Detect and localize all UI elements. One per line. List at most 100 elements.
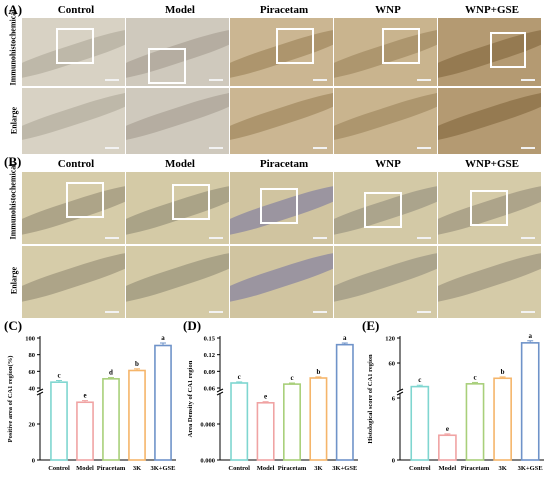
- y-tick-label: 0.06: [204, 386, 216, 393]
- tissue-band: [22, 246, 125, 309]
- panel-label-c: (C): [4, 318, 23, 333]
- x-tick-label: Model: [76, 465, 94, 472]
- selection-box: [470, 190, 508, 226]
- scale-bar: [521, 147, 535, 149]
- tissue-band: [126, 88, 229, 147]
- micrograph-a-enlarge-2: [230, 88, 333, 154]
- x-tick-label: Control: [48, 465, 70, 472]
- scale-bar: [417, 311, 431, 313]
- col-title-control-a: Control: [57, 4, 95, 16]
- selection-box: [172, 184, 210, 220]
- micrograph-a-enlarge-0: [22, 88, 125, 154]
- panel-label-e: (E): [362, 318, 380, 333]
- y-tick-label: 60: [389, 361, 396, 368]
- scale-bar: [521, 237, 535, 239]
- scale-bar: [105, 311, 119, 313]
- tissue-band: [334, 88, 437, 147]
- y-axis-label: Positive area of CA1 region(%): [7, 356, 14, 443]
- selection-box: [490, 32, 526, 68]
- significance-letter: e: [83, 392, 86, 400]
- micrograph-a-ihc-0: [22, 18, 125, 86]
- y-tick-label: 80: [29, 352, 36, 359]
- bar: [230, 382, 249, 461]
- significance-letter: a: [528, 332, 532, 340]
- axis-break-mark: [396, 391, 404, 396]
- micrograph-b-ihc-1: [126, 172, 229, 244]
- micrograph-a-enlarge-3: [334, 88, 437, 154]
- micrograph-a-ihc-3: [334, 18, 437, 86]
- selection-box: [364, 192, 402, 228]
- selection-box: [260, 188, 298, 224]
- significance-letter: e: [264, 393, 267, 401]
- significance-letter: b: [316, 368, 320, 376]
- micrograph-a-enlarge-1: [126, 88, 229, 154]
- significance-letter: b: [501, 368, 505, 376]
- bar: [438, 434, 457, 461]
- y-tick-label: 0: [32, 458, 35, 465]
- micrograph-a-enlarge-4: [438, 88, 541, 154]
- chart-c: Positive area of CA1 region(%) 0 20 40 60 80 1…: [7, 334, 176, 472]
- scale-bar: [417, 79, 431, 81]
- panel-label-b: (B): [4, 154, 22, 169]
- micrograph-a-ihc-2: [230, 18, 333, 86]
- micrograph-a-ihc-1: [126, 18, 229, 86]
- tissue-band: [22, 88, 125, 147]
- micrograph-b-enlarge-3: [334, 246, 437, 318]
- x-tick-label: 3K+GSE: [150, 465, 175, 472]
- y-tick-label: 20: [29, 422, 36, 429]
- col-title-piracetam-b: Piracetam: [259, 158, 309, 170]
- y-tick-label: 0.000: [200, 458, 215, 465]
- micrograph-b-enlarge-1: [126, 246, 229, 318]
- significance-letter: c: [418, 376, 421, 384]
- bar: [465, 383, 485, 461]
- scale-bar: [313, 147, 327, 149]
- significance-letter: a: [161, 334, 165, 342]
- tissue-band: [334, 246, 437, 309]
- row-label-ihc-b: Immunohistochemical: [8, 163, 18, 240]
- y-tick-label: 100: [25, 336, 35, 343]
- significance-letter: e: [446, 425, 449, 433]
- micrograph-b-ihc-2: [230, 172, 333, 244]
- x-tick-label: Piracetam: [97, 465, 126, 472]
- scale-bar: [521, 79, 535, 81]
- panel-label-d: (D): [183, 318, 202, 333]
- scale-bar: [209, 79, 223, 81]
- micrograph-b-enlarge-0: [22, 246, 125, 318]
- selection-box: [56, 28, 94, 64]
- x-tick-label: 3K: [133, 465, 141, 472]
- x-tick-label: 3K: [314, 465, 322, 472]
- x-tick-label: Control: [409, 465, 431, 472]
- x-tick-label: Piracetam: [278, 465, 307, 472]
- y-tick-label: 60: [29, 369, 36, 376]
- axis-break-mark: [396, 388, 404, 393]
- bar: [256, 402, 275, 461]
- x-tick-label: Model: [439, 465, 457, 472]
- col-title-piracetam-a: Piracetam: [259, 4, 309, 16]
- y-tick-label: 120: [385, 336, 395, 343]
- x-tick-label: Piracetam: [461, 465, 490, 472]
- significance-letter: c: [473, 373, 476, 381]
- chart-e: Histological score of CA1 region 0 6 60 120 c…: [367, 332, 544, 472]
- axis-break-mark: [216, 388, 224, 393]
- scale-bar: [417, 147, 431, 149]
- col-title-wnpgse-a: WNP+GSE: [465, 4, 519, 16]
- y-tick-label: 0.12: [204, 352, 215, 359]
- scale-bar: [105, 79, 119, 81]
- bar: [50, 381, 68, 461]
- scale-bar: [313, 237, 327, 239]
- scale-bar: [417, 237, 431, 239]
- y-tick-label: 0.008: [200, 422, 215, 429]
- scale-bar: [209, 147, 223, 149]
- micrograph-b-ihc-3: [334, 172, 437, 244]
- col-title-wnp-b: WNP: [375, 158, 401, 170]
- row-label-enlarge-b: Enlarge: [9, 266, 19, 295]
- bar: [335, 343, 354, 461]
- x-tick-label: 3K: [498, 465, 506, 472]
- tissue-band: [230, 246, 333, 309]
- bar: [128, 369, 146, 461]
- micrograph-b-enlarge-4: [438, 246, 541, 318]
- significance-letter: c: [57, 372, 60, 380]
- scale-bar: [209, 237, 223, 239]
- tissue-band: [438, 246, 541, 309]
- bar: [493, 377, 512, 461]
